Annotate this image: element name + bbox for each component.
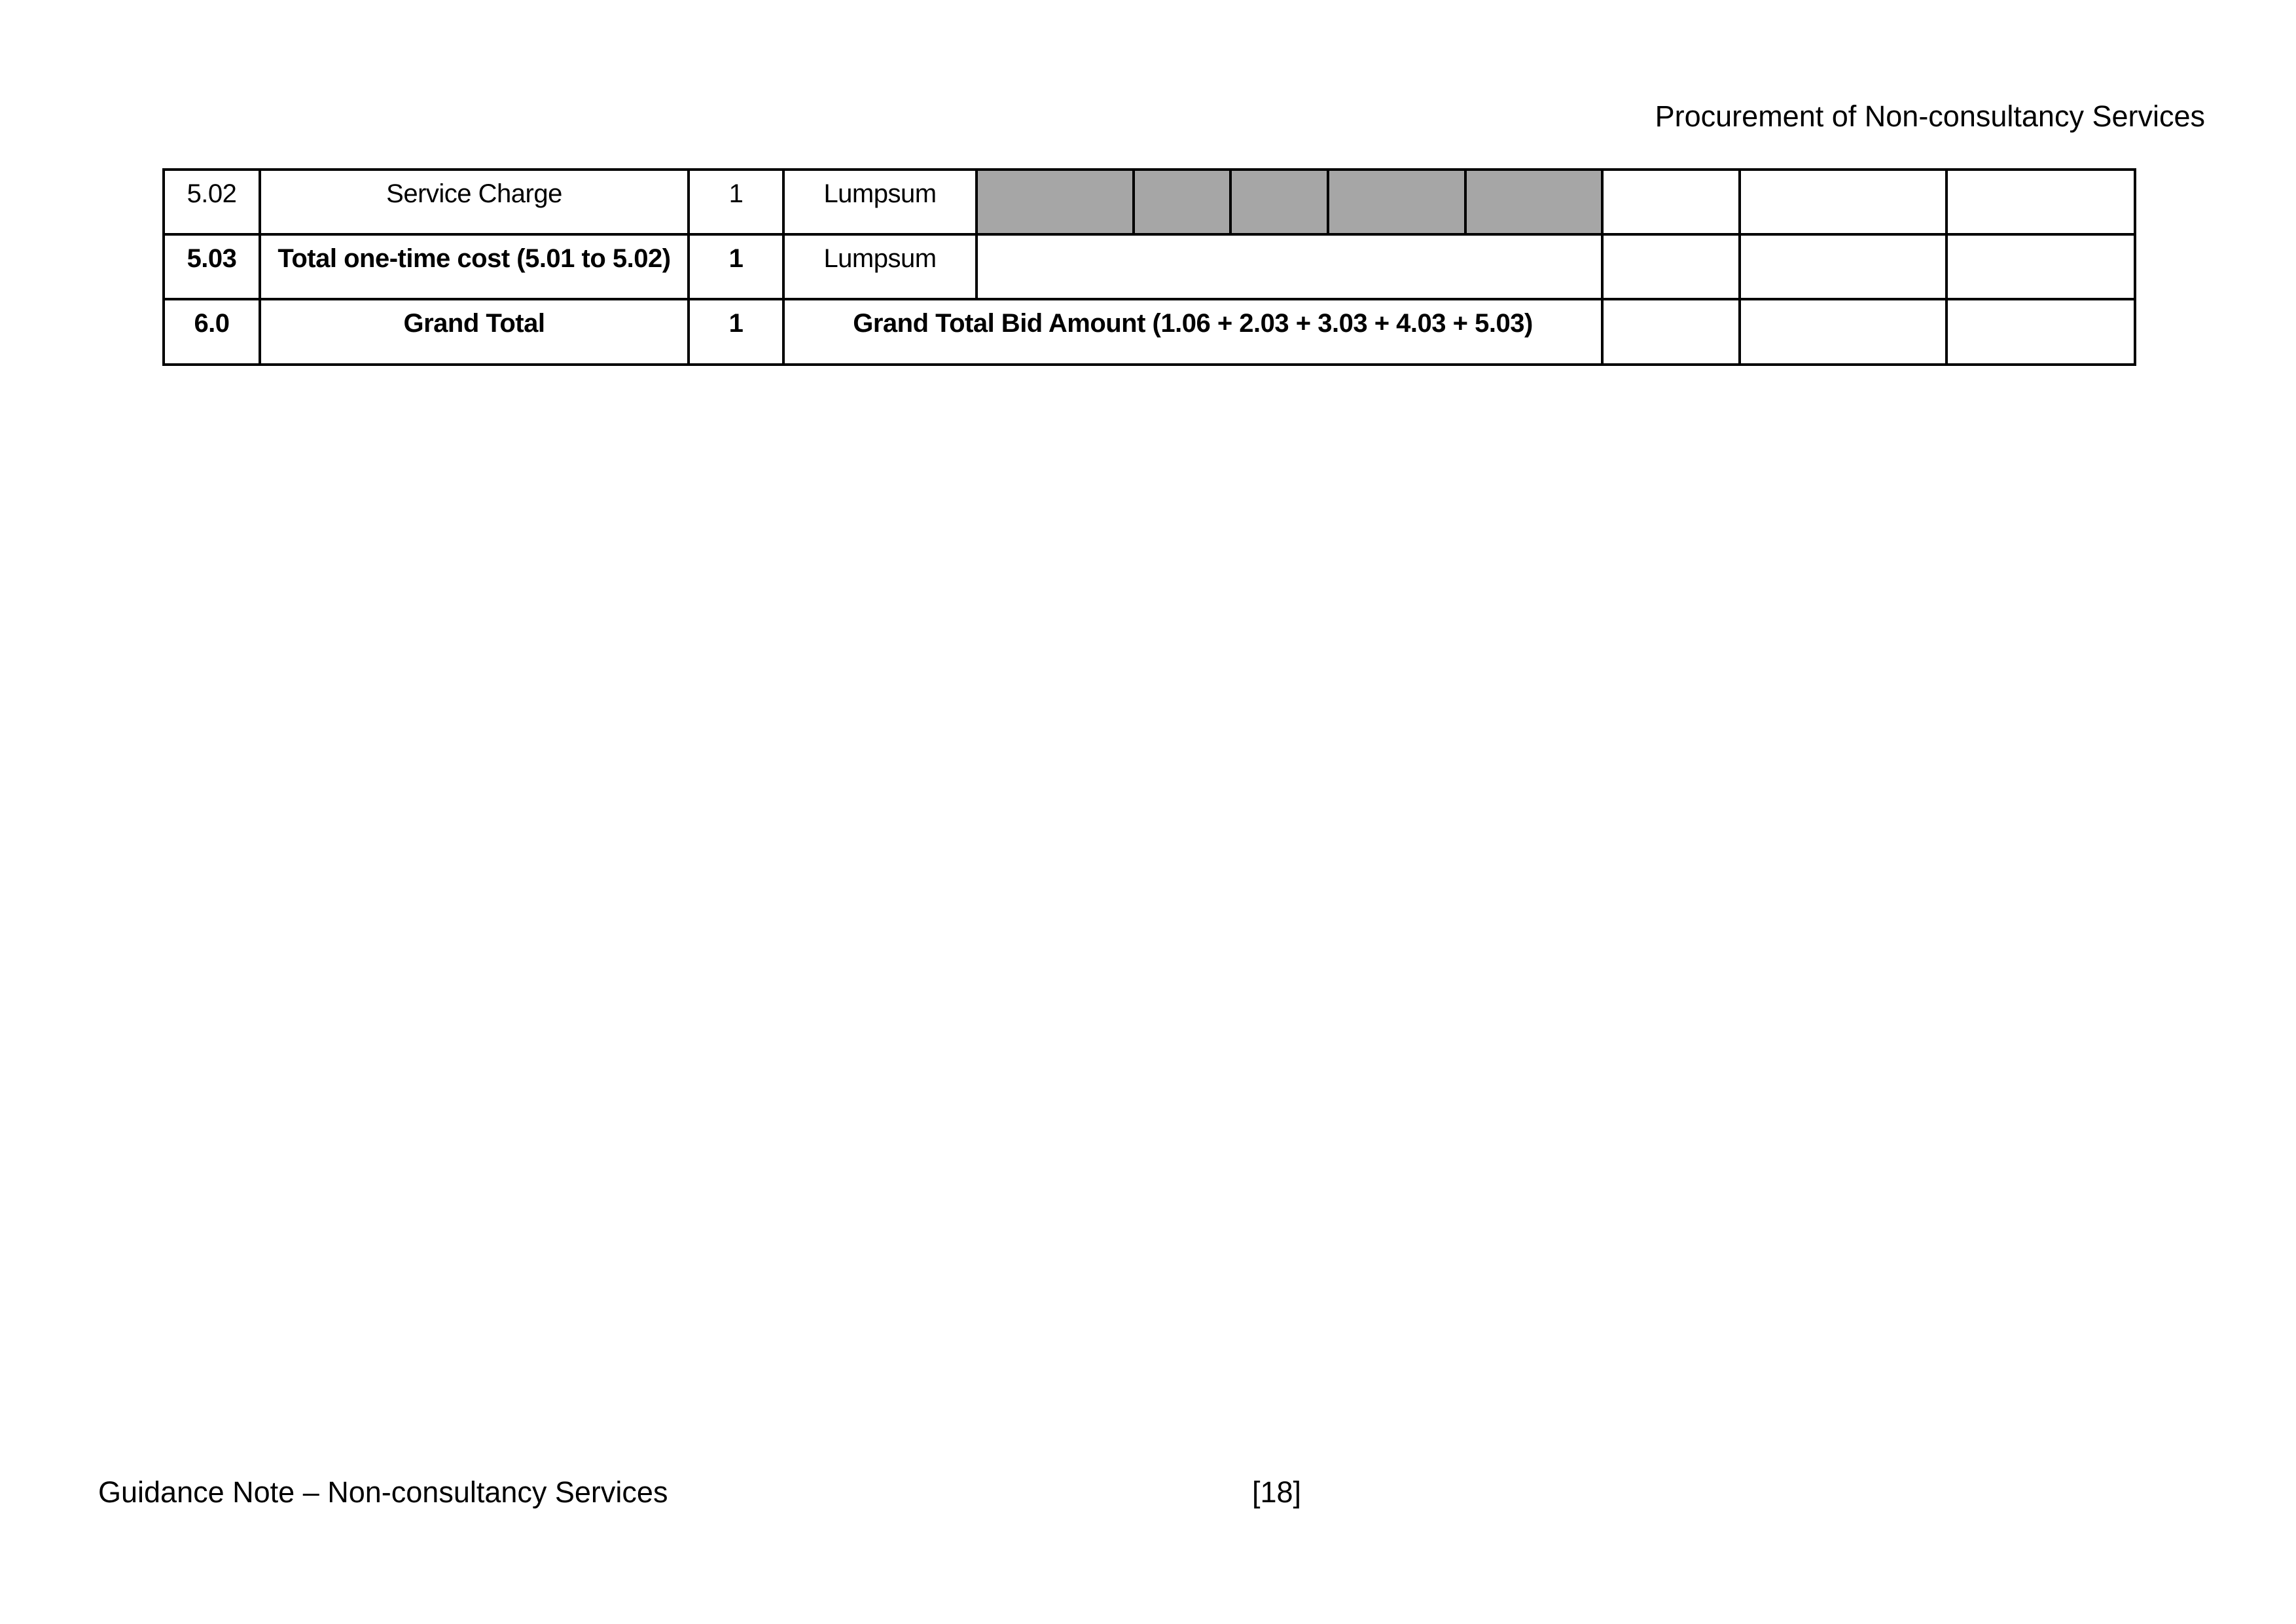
row-5-03-unit-cell: Lumpsum xyxy=(785,236,978,300)
row-6-0-empty-cell-1 xyxy=(1604,300,1741,366)
row-6-0-sl-no-cell: 6.0 xyxy=(165,300,261,366)
row-5-02-shaded-cell-3 xyxy=(1232,171,1329,236)
row-5-03-empty-cell-2 xyxy=(1741,236,1948,300)
row-5-02-qty-cell: 1 xyxy=(690,171,785,236)
row-5-02-empty-cell-3 xyxy=(1948,171,2136,236)
row-5-02-shaded-cell-2 xyxy=(1135,171,1232,236)
row-5-02-empty-cell-1 xyxy=(1604,171,1741,236)
row-5-02-shaded-cell-4 xyxy=(1329,171,1467,236)
row-6-0-description-cell: Grand Total xyxy=(261,300,690,366)
row-5-03-empty-cell-3 xyxy=(1948,236,2136,300)
row-5-03-sl-no-cell: 5.03 xyxy=(165,236,261,300)
page-footer-page-number: [18] xyxy=(1252,1475,1302,1509)
row-6-0-empty-cell-2 xyxy=(1741,300,1948,366)
bid-price-table: 5.02 Service Charge 1 Lumpsum 5.03 Total… xyxy=(162,168,2136,366)
row-5-02-description-cell: Service Charge xyxy=(261,171,690,236)
row-6-0-grand-total-merged-cell: Grand Total Bid Amount (1.06 + 2.03 + 3.… xyxy=(785,300,1604,366)
row-5-02-sl-no-cell: 5.02 xyxy=(165,171,261,236)
row-6-0-qty-cell: 1 xyxy=(690,300,785,366)
row-5-03-description-cell: Total one-time cost (5.01 to 5.02) xyxy=(261,236,690,300)
row-5-02-shaded-cell-1 xyxy=(978,171,1135,236)
row-5-02-unit-cell: Lumpsum xyxy=(785,171,978,236)
page-footer-title: Guidance Note – Non-consultancy Services xyxy=(98,1475,668,1509)
row-5-02-empty-cell-2 xyxy=(1741,171,1948,236)
row-5-03-empty-cell-1 xyxy=(1604,236,1741,300)
row-5-02-shaded-cell-5 xyxy=(1467,171,1604,236)
row-5-03-merged-empty-cell xyxy=(978,236,1604,300)
row-6-0-empty-cell-3 xyxy=(1948,300,2136,366)
row-5-03-qty-cell: 1 xyxy=(690,236,785,300)
page-header-title: Procurement of Non-consultancy Services xyxy=(1655,99,2205,133)
